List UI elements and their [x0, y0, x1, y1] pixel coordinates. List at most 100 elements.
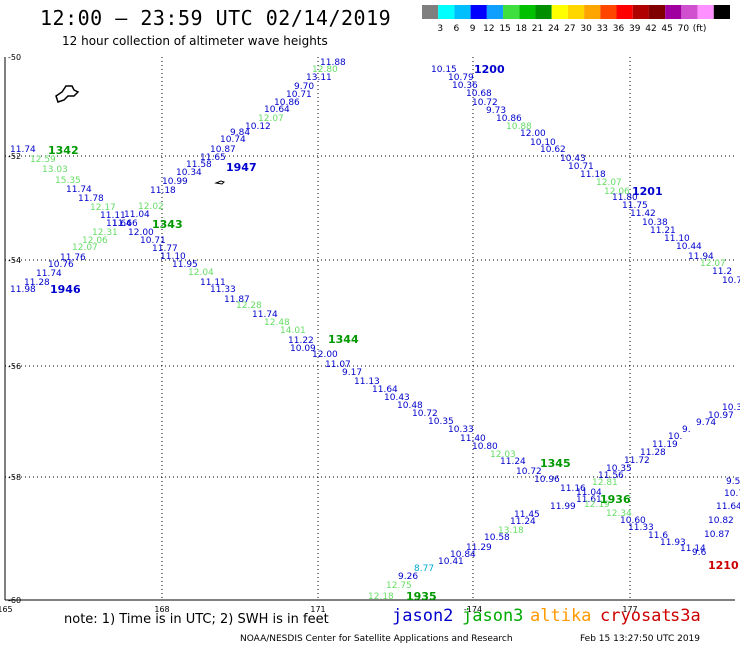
- wave-height-value: 11.88: [320, 58, 346, 68]
- map-frame: [4, 57, 735, 601]
- colorbar-swatch: [535, 5, 552, 19]
- wave-height-value: 10.35: [606, 464, 632, 474]
- wave-height-value: 11.04: [124, 210, 150, 220]
- pass-time-label: 1345: [540, 457, 571, 470]
- wave-height-value: 11.64: [372, 385, 398, 395]
- wave-height-value: 10.43: [384, 393, 410, 403]
- wave-height-value: 10.15: [431, 65, 457, 75]
- legend-altika: altika: [530, 606, 592, 626]
- wave-height-value: 13.11: [306, 73, 332, 83]
- wave-height-value: 11.94: [688, 252, 714, 262]
- wave-height-value: 9.26: [398, 572, 418, 582]
- pass-time-labels: 1342 1343 1344 1345 1936 1935 1200 1201 1946 1947…: [48, 63, 739, 603]
- colorbar-swatch: [551, 5, 568, 19]
- colorbar-swatch: [648, 5, 666, 19]
- colorbar-label: 27: [564, 24, 575, 33]
- wave-height-value: 11.93: [660, 538, 686, 548]
- wave-height-value: 8.77: [414, 564, 434, 574]
- wave-height-value: 12.00: [312, 350, 338, 360]
- island-icon: [55, 85, 225, 185]
- wave-height-value: 10.96: [534, 475, 560, 485]
- wave-height-value: 11.74: [10, 145, 36, 155]
- wave-height-value: 9.6: [692, 548, 707, 558]
- wave-height-value: 10.74: [220, 135, 246, 145]
- wave-height-value: 11.75: [622, 201, 648, 211]
- wave-height-value: 12.19: [584, 500, 610, 510]
- wave-height-value: 10.86: [496, 114, 522, 124]
- wave-height-value: 11.16: [560, 484, 586, 494]
- wave-height-value: 10.99: [162, 177, 188, 187]
- wave-height-value: 12.18: [368, 592, 394, 602]
- page-title: 12:00 – 23:59 UTC 02/14/2019: [40, 6, 392, 30]
- wave-height-value: 11.74: [36, 269, 62, 279]
- wave-height-value: 11.24: [510, 517, 536, 527]
- wave-height-value: 11.77: [152, 244, 178, 254]
- pass-time-label: 1342: [48, 144, 79, 157]
- pass-time-label: 1946: [50, 283, 81, 296]
- wave-height-value: 10.72: [516, 467, 542, 477]
- colorbar-swatch: [681, 5, 698, 19]
- colorbar-label: 39: [629, 24, 641, 33]
- colorbar-label: 30: [580, 24, 592, 33]
- wave-height-value: 10.33: [448, 425, 474, 435]
- lat-label: -58: [8, 473, 21, 482]
- wave-height-value: 12.07: [596, 178, 622, 188]
- wave-height-value: 11.98: [10, 285, 36, 295]
- colorbar-swatch: [584, 5, 601, 19]
- wave-height-value: 12.17: [90, 203, 116, 213]
- wave-height-value: 10.64: [264, 105, 290, 115]
- wave-height-value: 10.36: [452, 81, 478, 91]
- colorbar-label: 12: [483, 24, 494, 33]
- wave-height-value: 11.87: [224, 295, 250, 305]
- wave-height-value: 11.6: [648, 531, 668, 541]
- colorbar-label: 33: [597, 24, 608, 33]
- wave-height-value: 10.77: [722, 276, 740, 286]
- wave-height-value: 12.02: [138, 202, 164, 212]
- lat-label: -56: [8, 362, 21, 371]
- wave-height-value: 10.82: [708, 516, 734, 526]
- wave-height-value: 11.42: [630, 209, 656, 219]
- wave-height-value: 10.09: [290, 344, 316, 354]
- wave-height-value: 11.64: [106, 219, 132, 229]
- colorbar-swatch: [600, 5, 617, 19]
- colorbar-label: 18: [516, 24, 528, 33]
- wave-height-value: 10.97: [708, 411, 734, 421]
- lon-label: -174: [464, 605, 482, 614]
- wave-height-value: 11.74: [66, 185, 92, 195]
- wave-height-value: 10.74: [724, 489, 740, 499]
- wave-height-value: 9.73: [486, 106, 506, 116]
- wave-height-value: 11.22: [288, 336, 314, 346]
- wave-height-value: 10.34: [176, 168, 202, 178]
- colorbar-swatch: [665, 5, 682, 19]
- colorbar-swatch: [486, 5, 504, 19]
- wave-height-value: 11.99: [550, 502, 576, 512]
- wave-height-value: 12.06: [604, 187, 630, 197]
- wave-height-value: 12.48: [264, 318, 290, 328]
- wave-height-value: 10.10: [530, 138, 556, 148]
- colorbar-swatch: [567, 5, 585, 19]
- wave-height-value: 12.06: [82, 236, 108, 246]
- wave-height-value: 10.79: [448, 73, 474, 83]
- wave-height-colorbar: 3 6 9 12 15 18 21 24 27 30 33 36 39 42 45 70 (ft): [422, 5, 730, 33]
- wave-height-value: 13.03: [42, 165, 68, 175]
- colorbar-label: 42: [645, 24, 656, 33]
- lon-label: 165: [0, 605, 13, 614]
- wave-height-value: 10.71: [140, 236, 166, 246]
- colorbar-label: 45: [661, 24, 672, 33]
- wave-height-value: 10.71: [286, 90, 312, 100]
- wave-height-value: 11.19: [652, 440, 678, 450]
- wave-height-value: 10.88: [506, 122, 532, 132]
- wave-height-value: 10.48: [397, 401, 423, 411]
- wave-height-value: 11.76: [60, 253, 86, 263]
- wave-height-value: 11.04: [576, 488, 602, 498]
- wave-height-value: 11.56: [598, 471, 624, 481]
- colorbar-swatch: [422, 5, 439, 19]
- generation-timestamp: Feb 15 13:27:50 UTC 2019: [580, 634, 700, 644]
- wave-height-value: 10.35: [428, 417, 454, 427]
- pass-time-label: 1343: [152, 218, 183, 231]
- wave-height-value: 10.: [668, 432, 682, 442]
- wave-height-value: 11.11: [100, 211, 126, 221]
- wave-height-value: 10.76: [48, 260, 74, 270]
- wave-height-value: 12.04: [188, 268, 214, 278]
